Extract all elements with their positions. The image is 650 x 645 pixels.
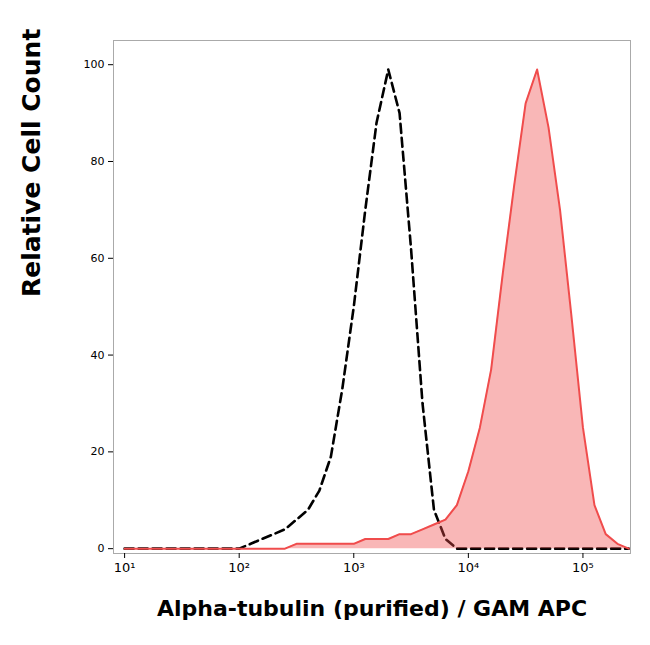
svg-text:20: 20	[91, 445, 105, 458]
svg-text:10²: 10²	[228, 560, 250, 575]
svg-text:0: 0	[98, 542, 105, 555]
svg-text:Alpha-tubulin (purified) / GAM: Alpha-tubulin (purified) / GAM APC	[157, 596, 587, 621]
svg-text:10³: 10³	[343, 560, 365, 575]
svg-text:10⁴: 10⁴	[457, 560, 479, 575]
svg-text:Relative Cell Count: Relative Cell Count	[17, 29, 46, 297]
svg-text:80: 80	[91, 155, 105, 168]
svg-text:100: 100	[84, 58, 105, 71]
svg-text:10⁵: 10⁵	[572, 560, 594, 575]
svg-text:40: 40	[91, 349, 105, 362]
svg-text:60: 60	[91, 252, 105, 265]
svg-text:10¹: 10¹	[114, 560, 136, 575]
